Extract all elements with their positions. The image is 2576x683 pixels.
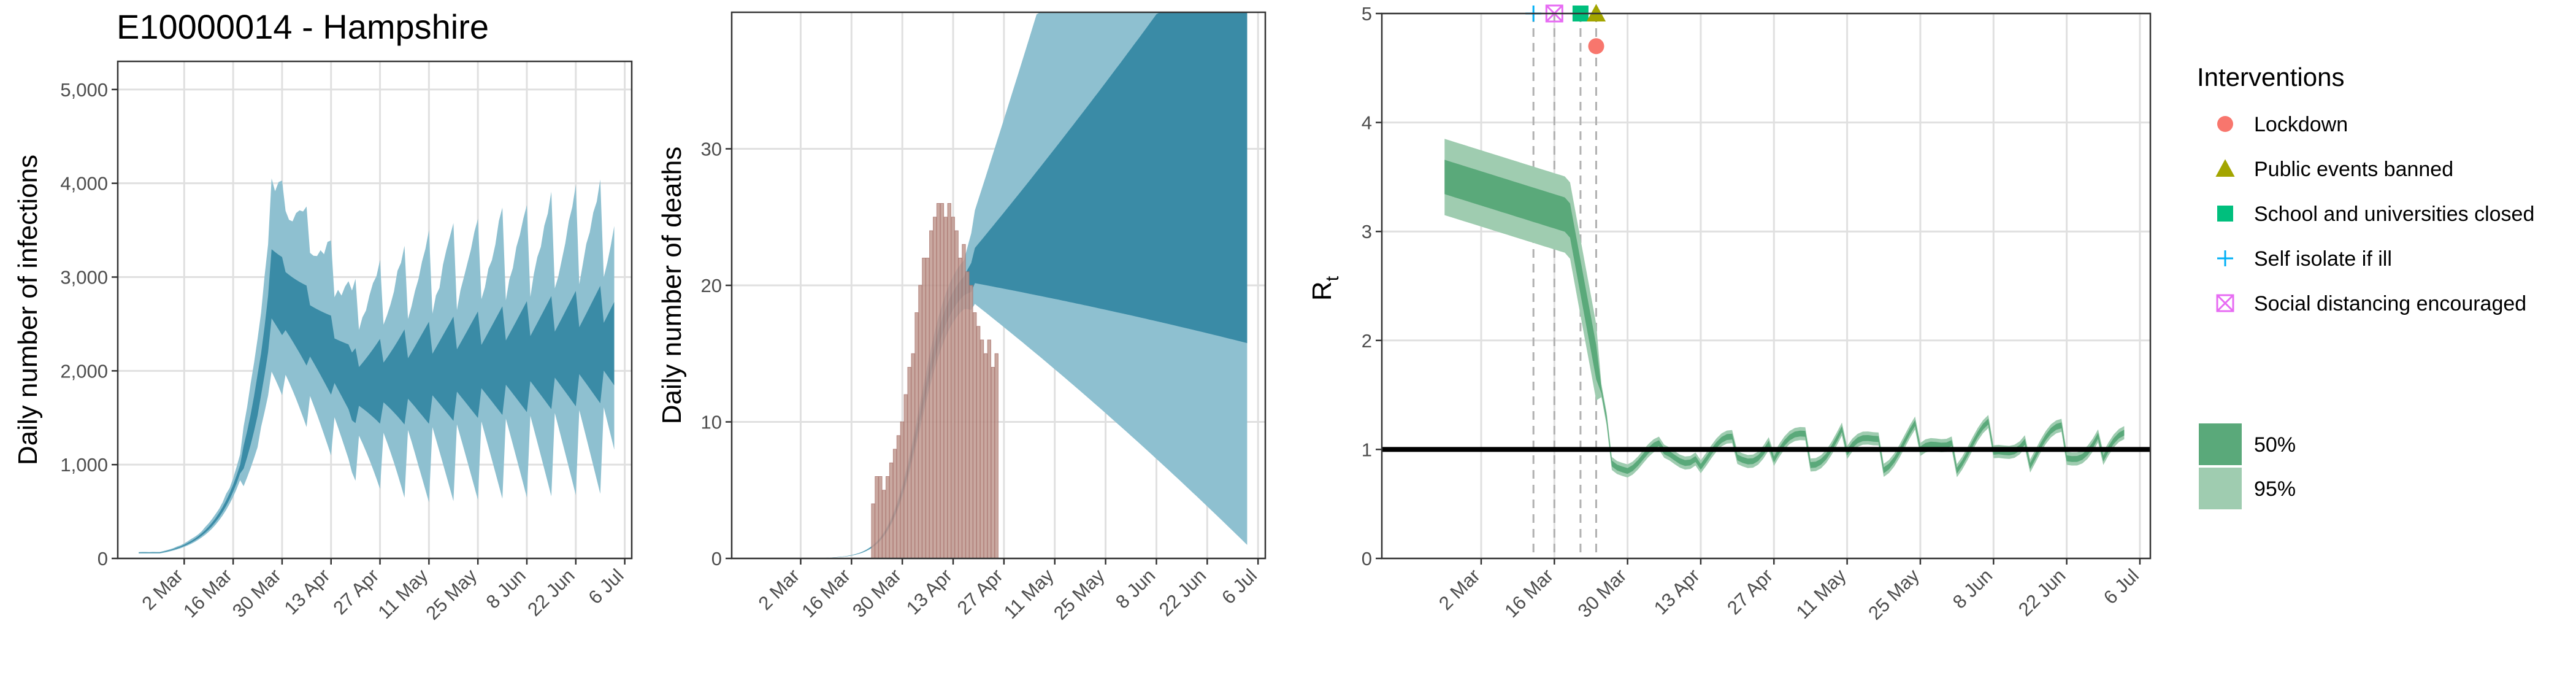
intervention-marker	[1588, 38, 1604, 55]
y-tick-label: 3	[1362, 221, 1372, 242]
observed-bar	[936, 203, 941, 559]
y-tick-label: 1,000	[60, 454, 108, 476]
observed-bar	[965, 271, 970, 559]
observed-bar	[907, 367, 911, 559]
y-tick-label: 0	[711, 548, 722, 569]
chart-title: E10000014 - Hampshire	[117, 7, 489, 46]
observed-bar	[976, 326, 981, 559]
legend-marker	[2216, 294, 2234, 312]
legend-marker	[2217, 250, 2233, 266]
rt-y-axis-title-main: R	[1307, 281, 1337, 301]
infections-panel-border	[117, 60, 633, 560]
observed-bar	[958, 258, 962, 559]
legend-label: Public events banned	[2254, 158, 2453, 181]
observed-bar	[922, 258, 926, 559]
observed-bar	[914, 312, 919, 559]
y-tick-label: 4	[1362, 112, 1372, 134]
y-tick-label: 0	[98, 548, 108, 569]
y-tick-label: 10	[701, 412, 722, 433]
y-tick-label: 5	[1362, 3, 1372, 25]
observed-bar	[969, 285, 973, 559]
observed-bar	[933, 217, 937, 559]
observed-bar	[911, 353, 915, 559]
observed-bar	[875, 476, 879, 559]
infections-y-axis-title: Daily number of infections	[13, 155, 43, 465]
legend: Interventions Lockdown Public events bann…	[2197, 63, 2534, 509]
observed-bar	[947, 203, 951, 559]
y-tick-label: 3,000	[60, 267, 108, 288]
rt-y-axis: 0 1 2 3 4 5	[1362, 3, 1382, 569]
y-tick-label: 2,000	[60, 360, 108, 382]
legend-label: Self isolate if ill	[2254, 247, 2392, 271]
observed-bar	[918, 285, 922, 559]
band-95	[1444, 139, 2125, 478]
observed-bar	[903, 394, 908, 559]
y-tick-label: 20	[701, 275, 722, 296]
observed-bar	[892, 449, 897, 559]
legend-items: Lockdown Public events banned School and u…	[2215, 113, 2534, 315]
band-50	[753, 12, 1248, 558]
legend-band-swatch	[2199, 468, 2242, 509]
observed-bar	[954, 230, 959, 559]
observed-bar	[926, 258, 930, 559]
infections-y-axis: 0 1,000 2,000 3,000 4,000 5,000	[60, 79, 118, 569]
legend-marker	[2215, 159, 2235, 177]
observed-bar	[896, 435, 901, 559]
legend-label: Lockdown	[2254, 113, 2348, 136]
y-tick-label: 4,000	[60, 173, 108, 195]
observed-bar	[979, 339, 984, 559]
rt-y-axis-title: Rt	[1307, 276, 1343, 301]
rt-plot-area	[1382, 139, 2150, 478]
observed-bar	[987, 339, 991, 559]
intervention-marker	[1586, 4, 1606, 22]
observed-bar	[889, 462, 894, 559]
observed-bar	[973, 312, 977, 559]
deaths-y-axis-title: Daily number of deaths	[657, 147, 687, 424]
observed-bar	[878, 476, 883, 559]
legend-bands: 50% 95%	[2199, 423, 2296, 509]
observed-bar	[951, 217, 955, 559]
observed-bar	[991, 367, 995, 559]
observed-bar	[900, 422, 904, 559]
deaths-y-axis: 0 10 20 30	[701, 139, 732, 569]
legend-title: Interventions	[2197, 63, 2344, 91]
y-tick-label: 0	[1362, 548, 1372, 569]
band-50	[139, 249, 615, 554]
y-tick-label: 1	[1362, 439, 1372, 460]
observed-bar	[886, 476, 890, 559]
y-tick-label: 2	[1362, 330, 1372, 352]
observed-bar	[943, 217, 948, 559]
legend-band-swatch	[2199, 423, 2242, 465]
observed-bar	[871, 503, 875, 559]
legend-marker	[2217, 116, 2233, 132]
observed-bar	[994, 353, 999, 559]
y-tick-label: 5,000	[60, 79, 108, 101]
legend-band-label: 95%	[2254, 477, 2296, 501]
legend-label: Social distancing encouraged	[2254, 292, 2526, 315]
observed-bar	[983, 353, 988, 559]
observed-bar	[962, 244, 966, 559]
observed-bar	[882, 490, 886, 559]
observed-bar	[929, 230, 933, 559]
legend-marker	[2217, 206, 2233, 222]
legend-label: School and universities closed	[2254, 203, 2534, 226]
rt-y-axis-title-subscript: t	[1322, 276, 1343, 281]
y-tick-label: 30	[701, 139, 722, 160]
band-50	[1444, 160, 2125, 474]
infections-plot-area	[139, 178, 615, 554]
observed-bar	[940, 203, 945, 559]
rt-panel-border	[1381, 12, 2152, 560]
legend-band-label: 50%	[2254, 433, 2296, 457]
